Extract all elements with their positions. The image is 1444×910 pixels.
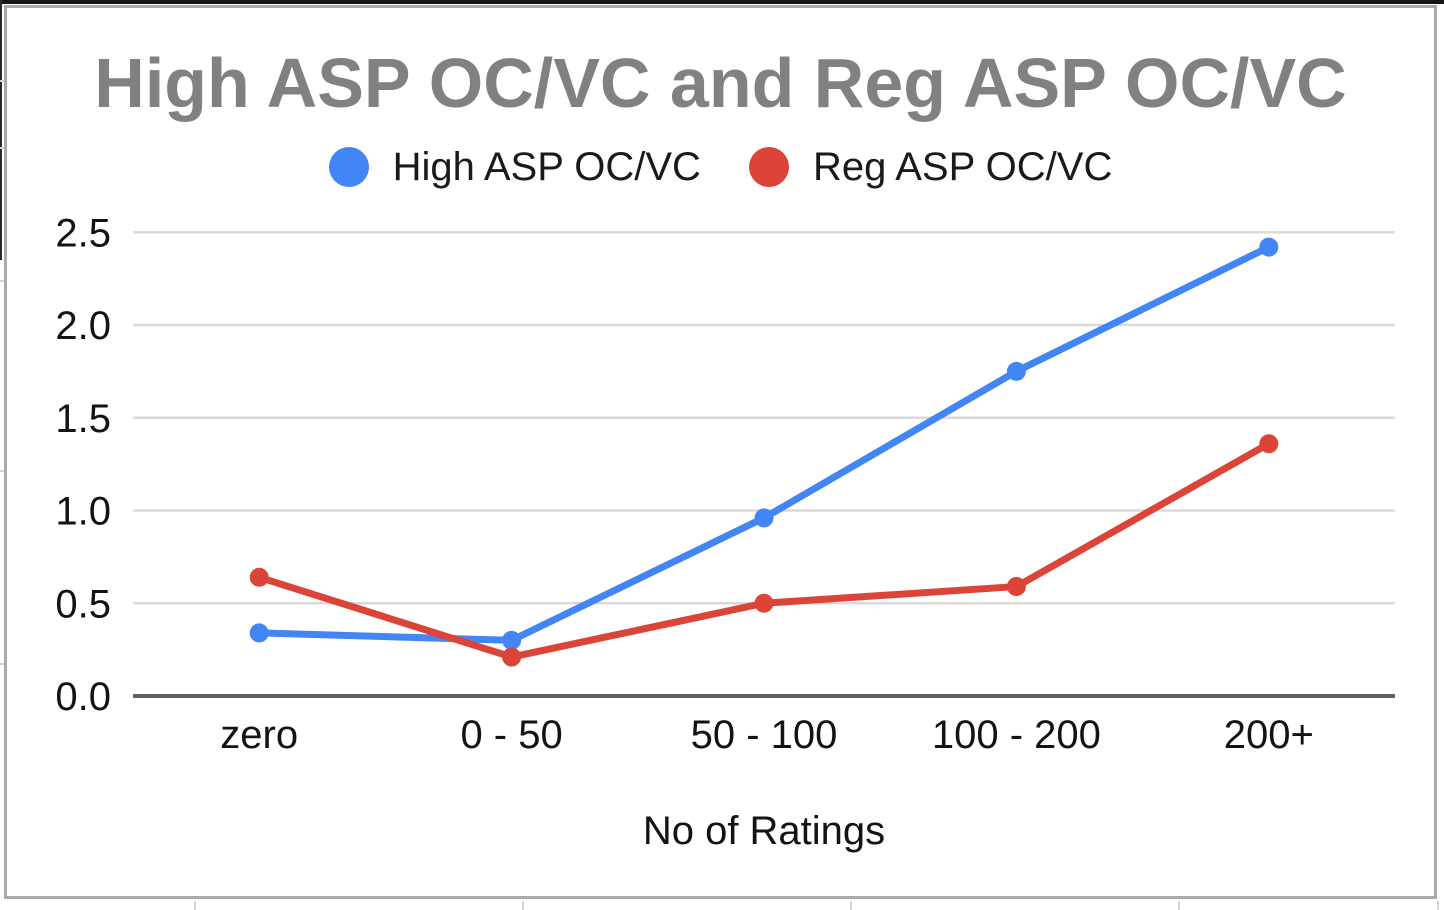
legend-label-high-asp: High ASP OC/VC	[392, 144, 701, 189]
chart-title: High ASP OC/VC and Reg ASP OC/VC	[94, 44, 1347, 122]
window-left-edge	[0, 0, 2, 260]
data-point	[1006, 361, 1026, 381]
data-point	[1259, 237, 1279, 257]
data-point	[1259, 434, 1279, 454]
x-tick-label: 50 - 100	[691, 713, 838, 757]
spreadsheet-gridline-artifact	[0, 280, 4, 282]
legend-label-reg-asp: Reg ASP OC/VC	[812, 144, 1113, 189]
x-tick-label: zero	[220, 713, 298, 757]
spreadsheet-gridline-artifact	[1437, 901, 1439, 910]
y-tick-label: 0.0	[55, 675, 111, 719]
spreadsheet-gridline-artifact	[850, 901, 852, 910]
x-tick-label: 100 - 200	[932, 713, 1101, 757]
spreadsheet-gridline-artifact	[0, 80, 4, 82]
data-point	[249, 567, 269, 587]
chart-plot: 0.0 0.5 1.0 1.5 2.0 2.5 zero 0 - 50 50 - 100 100 …	[55, 211, 1395, 853]
spreadsheet-gridline-artifact	[0, 663, 4, 665]
series-line	[255, 440, 1273, 661]
legend-dot-red-icon	[748, 147, 789, 187]
data-point	[502, 647, 522, 667]
y-tick-label: 0.5	[55, 582, 111, 626]
y-tick-label: 2.5	[55, 211, 111, 255]
data-point	[754, 593, 774, 613]
data-point	[754, 508, 774, 528]
spreadsheet-gridline-artifact	[0, 470, 4, 472]
data-point	[1006, 577, 1026, 597]
x-tick-label: 200+	[1224, 713, 1314, 757]
spreadsheet-gridline-artifact	[1178, 901, 1180, 910]
spreadsheet-gridline-artifact	[0, 147, 4, 149]
series-line	[255, 243, 1273, 644]
y-tick-label: 1.5	[55, 397, 111, 441]
x-tick-label: 0 - 50	[460, 713, 562, 757]
legend-item-high-asp: High ASP OC/VC	[328, 144, 701, 190]
chart-legend: High ASP OC/VC Reg ASP OC/VC	[7, 138, 1434, 196]
legend-dot-blue-icon	[328, 147, 369, 187]
y-tick-label: 1.0	[55, 490, 111, 534]
data-point	[502, 630, 522, 650]
spreadsheet-gridline-artifact	[522, 901, 524, 910]
legend-item-reg-asp: Reg ASP OC/VC	[748, 144, 1113, 190]
window-top-edge	[0, 0, 1444, 4]
data-point	[249, 623, 269, 643]
chart-container: High ASP OC/VC and Reg ASP OC/VC High AS…	[4, 5, 1437, 899]
spreadsheet-gridline-artifact	[194, 901, 196, 910]
y-tick-label: 2.0	[55, 304, 111, 348]
x-axis-title: No of Ratings	[643, 809, 885, 853]
